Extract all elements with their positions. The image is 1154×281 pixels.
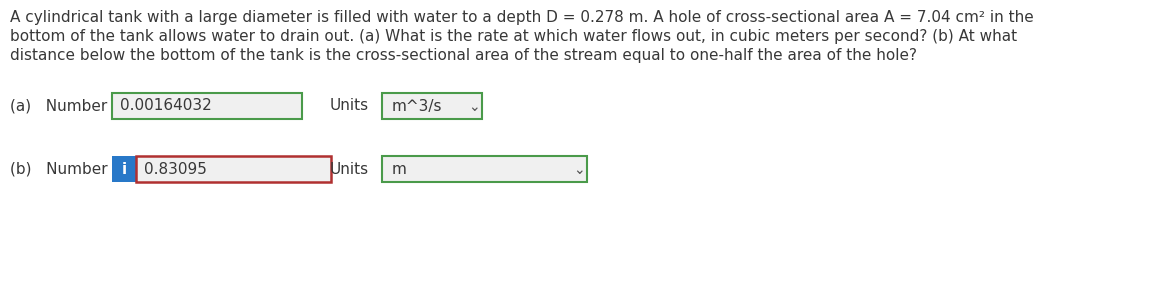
Text: Units: Units: [330, 99, 369, 114]
Text: (a)   Number: (a) Number: [10, 99, 107, 114]
Text: Units: Units: [330, 162, 369, 176]
FancyBboxPatch shape: [112, 156, 136, 182]
FancyBboxPatch shape: [136, 156, 331, 182]
FancyBboxPatch shape: [382, 93, 482, 119]
Text: m: m: [392, 162, 407, 176]
Text: m^3/s: m^3/s: [392, 99, 442, 114]
Text: distance below the bottom of the tank is the cross-sectional area of the stream : distance below the bottom of the tank is…: [10, 48, 917, 63]
FancyBboxPatch shape: [112, 93, 302, 119]
Text: ⌄: ⌄: [469, 100, 480, 114]
Text: (b)   Number: (b) Number: [10, 162, 107, 176]
Text: 0.00164032: 0.00164032: [120, 99, 211, 114]
Text: i: i: [121, 162, 127, 176]
Text: bottom of the tank allows water to drain out. (a) What is the rate at which wate: bottom of the tank allows water to drain…: [10, 29, 1017, 44]
Text: 0.83095: 0.83095: [144, 162, 207, 176]
Text: A cylindrical tank with a large diameter is filled with water to a depth D = 0.2: A cylindrical tank with a large diameter…: [10, 10, 1034, 25]
FancyBboxPatch shape: [382, 156, 587, 182]
Text: ⌄: ⌄: [574, 163, 585, 177]
